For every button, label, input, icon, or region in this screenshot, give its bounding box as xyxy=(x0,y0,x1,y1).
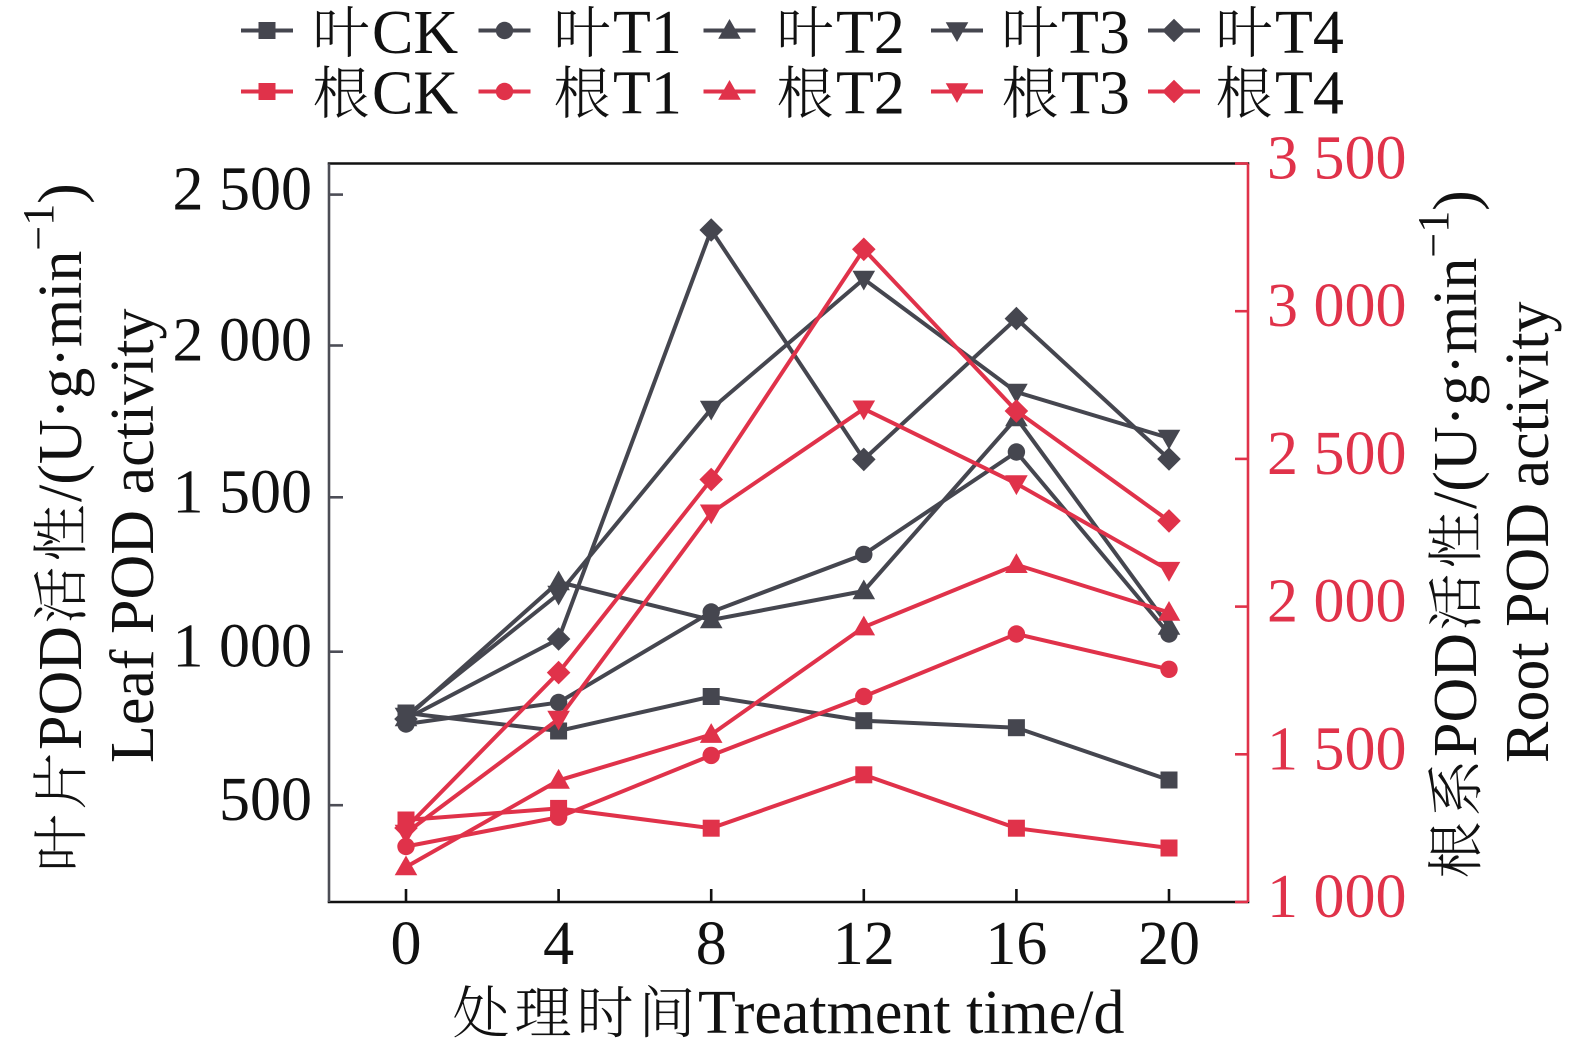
svg-text:T1: T1 xyxy=(613,0,682,67)
svg-text:1 500: 1 500 xyxy=(1267,715,1407,783)
svg-text:8: 8 xyxy=(696,910,727,978)
svg-text:T4: T4 xyxy=(1275,60,1344,128)
svg-text:4: 4 xyxy=(543,910,574,978)
svg-text:2 500: 2 500 xyxy=(173,156,313,224)
svg-text:Root POD activity: Root POD activity xyxy=(1494,301,1562,763)
svg-text:POD: POD xyxy=(1422,633,1490,757)
svg-text:Treatment time/d: Treatment time/d xyxy=(698,979,1125,1047)
svg-text:500: 500 xyxy=(219,766,312,834)
svg-text:1 000: 1 000 xyxy=(173,613,313,681)
svg-text:3 500: 3 500 xyxy=(1267,125,1407,193)
svg-text:CK: CK xyxy=(372,0,458,67)
svg-text:Leaf POD activity: Leaf POD activity xyxy=(99,308,167,763)
svg-text:1 000: 1 000 xyxy=(1267,863,1407,931)
svg-text:0: 0 xyxy=(391,910,422,978)
svg-text:12: 12 xyxy=(833,910,895,978)
svg-text:T1: T1 xyxy=(613,60,682,128)
svg-text:T3: T3 xyxy=(1061,0,1130,67)
svg-text:2 000: 2 000 xyxy=(173,307,313,375)
svg-text:16: 16 xyxy=(985,910,1047,978)
svg-text:20: 20 xyxy=(1138,910,1200,978)
svg-text:T2: T2 xyxy=(836,60,905,128)
svg-text:−1: −1 xyxy=(1409,211,1458,258)
svg-text:/(U·g·min: /(U·g·min xyxy=(1422,258,1490,509)
svg-text:): ) xyxy=(1422,190,1490,211)
svg-text:2 500: 2 500 xyxy=(1267,420,1407,488)
svg-text:/(U·g·min: /(U·g·min xyxy=(27,251,95,502)
svg-text:T2: T2 xyxy=(836,0,905,67)
svg-text:1 500: 1 500 xyxy=(173,458,313,526)
svg-text:2 000: 2 000 xyxy=(1267,568,1407,636)
svg-text:T3: T3 xyxy=(1061,60,1130,128)
svg-text:POD: POD xyxy=(27,626,95,750)
svg-text:3 000: 3 000 xyxy=(1267,272,1407,340)
svg-text:−1: −1 xyxy=(14,204,63,251)
svg-text:CK: CK xyxy=(372,60,458,128)
svg-text:): ) xyxy=(27,183,95,204)
svg-text:T4: T4 xyxy=(1275,0,1344,67)
